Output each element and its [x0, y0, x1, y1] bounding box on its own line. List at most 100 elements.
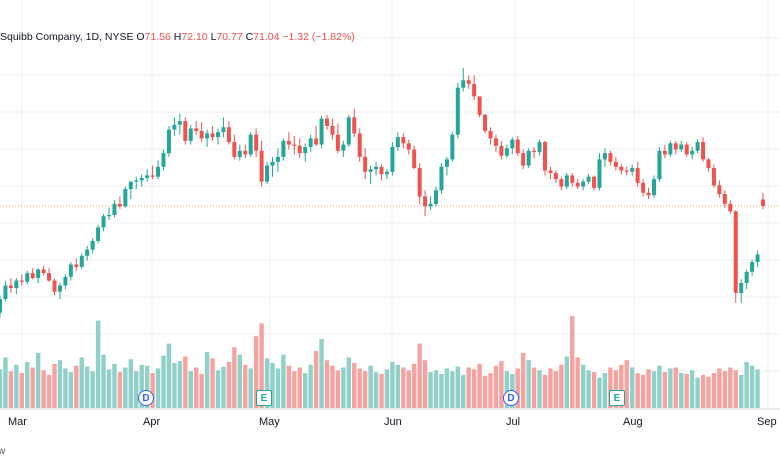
volume-bar	[728, 367, 733, 408]
volume-bar	[210, 358, 215, 408]
volume-bar	[395, 364, 401, 408]
candle-down	[733, 211, 738, 293]
candle-up	[161, 153, 166, 167]
volume-bar	[74, 365, 79, 408]
volume-bar	[646, 369, 651, 408]
volume-bar	[482, 375, 488, 408]
volume-bar	[112, 363, 117, 408]
volume-bar	[526, 360, 531, 408]
candle-up	[90, 240, 95, 250]
candle-up	[586, 176, 591, 182]
candle-up	[275, 156, 280, 162]
dividend-marker[interactable]: D	[503, 390, 519, 406]
volume-bar	[85, 366, 90, 408]
volume-bar	[46, 374, 52, 408]
candle-down	[314, 138, 319, 145]
volume-bar	[25, 362, 30, 408]
candle-up	[36, 269, 41, 279]
candle-up	[602, 153, 607, 160]
volume-bar	[602, 373, 608, 408]
candle-up	[695, 142, 700, 151]
volume-bar	[553, 371, 559, 408]
volume-bar	[139, 364, 144, 408]
candle-up	[434, 190, 438, 204]
volume-bar	[194, 367, 199, 408]
candle-up	[384, 171, 389, 175]
earnings-marker[interactable]: E	[256, 390, 272, 406]
candle-up	[564, 175, 569, 187]
candlesticks	[0, 67, 765, 318]
candle-down	[483, 114, 488, 131]
candle-up	[177, 121, 182, 125]
candle-up	[25, 273, 30, 282]
earnings-marker[interactable]: E	[609, 390, 625, 406]
candle-up	[504, 148, 509, 156]
candle-down	[499, 145, 504, 156]
grid-lines	[0, 0, 780, 410]
dividend-marker[interactable]: D	[138, 390, 154, 406]
candle-up	[139, 177, 144, 181]
candle-up	[205, 133, 210, 139]
candle-down	[608, 153, 613, 162]
open-label: O	[136, 31, 145, 43]
volume-bar	[101, 354, 106, 408]
candle-up	[668, 143, 673, 155]
candle-up	[0, 299, 2, 313]
candle-up	[755, 254, 760, 262]
volume-bar	[439, 373, 444, 408]
volume-bar	[14, 364, 19, 408]
candle-up	[172, 124, 177, 130]
candle-up	[581, 181, 586, 187]
volume-bar	[188, 371, 193, 408]
candle-up	[123, 189, 128, 207]
close-label: C	[245, 31, 254, 43]
volume-bar	[221, 366, 226, 408]
candle-up	[750, 262, 755, 272]
candle-up	[303, 147, 308, 154]
candle-up	[96, 227, 101, 241]
candle-down	[194, 128, 199, 131]
volume-bar	[689, 370, 695, 408]
candle-down	[641, 182, 646, 193]
volume-bar	[303, 373, 308, 408]
candle-up	[461, 80, 466, 88]
volume-bar	[542, 374, 548, 408]
candle-down	[711, 168, 716, 186]
candle-down	[543, 142, 547, 171]
volume-bar	[455, 366, 460, 408]
candle-up	[657, 150, 662, 180]
candle-down	[297, 145, 302, 154]
candle-up	[85, 249, 90, 256]
volume-bar	[204, 351, 210, 408]
close-value: 71.04	[253, 31, 280, 43]
candle-down	[41, 269, 46, 274]
change-value: −1.32 (−1.82%)	[282, 31, 355, 43]
volume-bar	[270, 362, 275, 408]
volume-bar	[580, 364, 586, 408]
volume-bar	[422, 360, 428, 408]
volume-bar	[324, 360, 330, 408]
candle-up	[101, 216, 106, 228]
candle-down	[330, 126, 335, 135]
volume-bar	[243, 364, 248, 408]
candle-up	[679, 144, 684, 150]
candle-up	[107, 215, 111, 217]
candle-up	[597, 159, 602, 188]
volume-bar	[134, 371, 139, 408]
candle-up	[526, 150, 531, 166]
volume-bar	[161, 355, 166, 408]
candle-up	[265, 165, 270, 182]
volume-bar	[237, 354, 242, 408]
candle-up	[128, 181, 133, 190]
volume-bar	[199, 373, 204, 408]
candle-down	[493, 138, 498, 146]
volume-bar	[450, 371, 455, 408]
volume-bar	[406, 370, 411, 408]
candle-down	[412, 149, 417, 169]
candle-up	[455, 87, 460, 135]
candle-down	[717, 185, 722, 194]
volume-bar	[559, 364, 564, 408]
candle-down	[521, 153, 526, 166]
